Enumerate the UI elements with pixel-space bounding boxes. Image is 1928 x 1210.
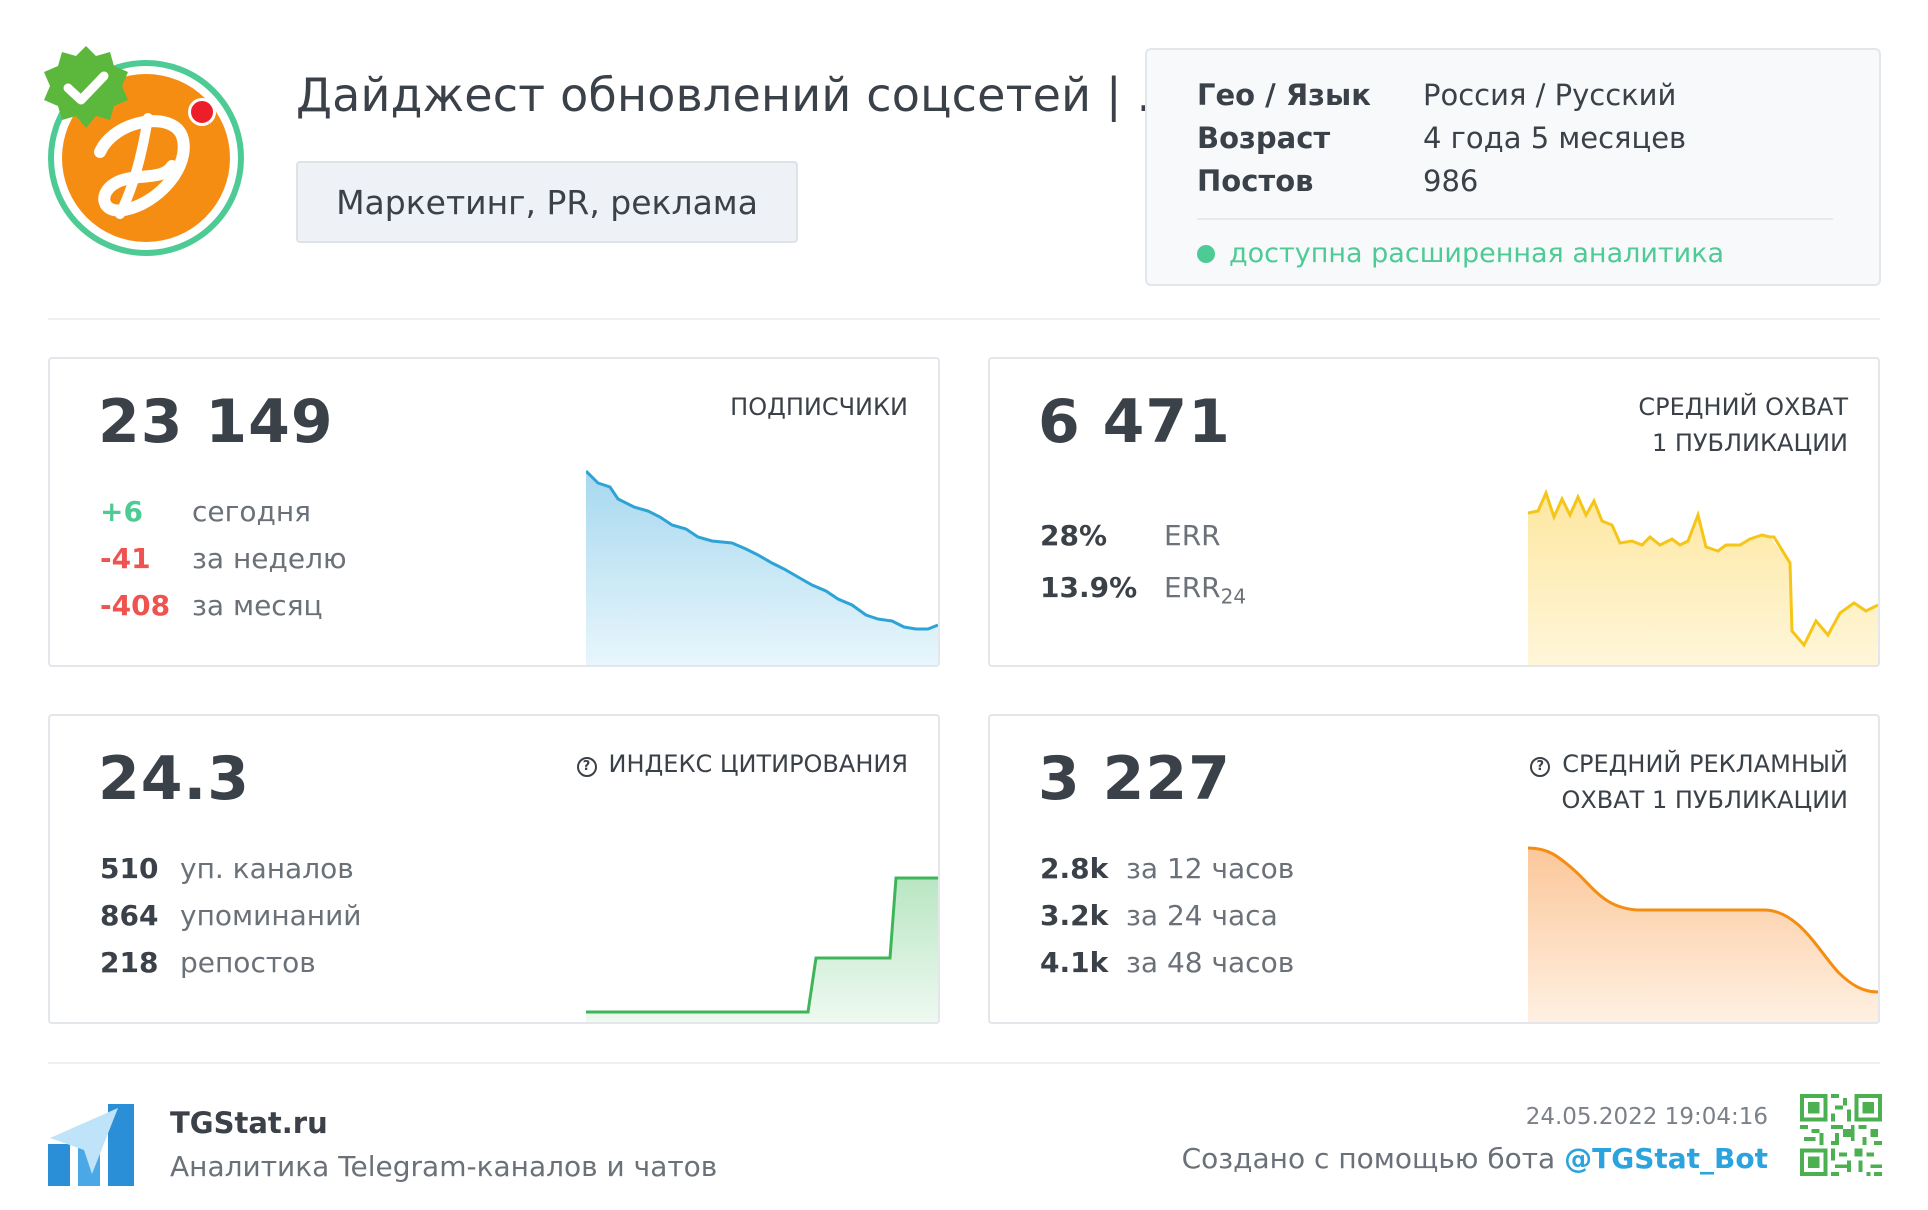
card-label-line: ? СРЕДНИЙ РЕКЛАМНЫЙ xyxy=(1530,746,1848,782)
card-label-text: ИНДЕКС ЦИТИРОВАНИЯ xyxy=(608,750,908,778)
card-label-line: 1 ПУБЛИКАЦИИ xyxy=(1651,429,1848,457)
brand-name[interactable]: TGStat.ru xyxy=(170,1106,328,1140)
live-dot xyxy=(188,98,216,126)
category-button[interactable]: Маркетинг, PR, реклама xyxy=(296,161,798,243)
divider xyxy=(48,318,1880,320)
info-key: Гео / Язык xyxy=(1197,78,1371,112)
err-value: 28% xyxy=(1040,519,1108,552)
stat-text: за 48 часов xyxy=(1126,946,1295,979)
card-label-line: ОХВАТ 1 ПУБЛИКАЦИИ xyxy=(1561,786,1848,814)
avg-reach-sparkline xyxy=(1528,488,1878,665)
stat-text: за месяц xyxy=(192,589,323,622)
err24-value: 13.9% xyxy=(1040,571,1138,604)
card-label: СРЕДНИЙ ОХВАТ 1 ПУБЛИКАЦИИ xyxy=(1638,389,1848,461)
analytics-status-text: доступна расширенная аналитика xyxy=(1229,238,1725,269)
card-label-line: СРЕДНИЙ ОХВАТ xyxy=(1638,393,1848,421)
stat-value: 864 xyxy=(100,899,159,932)
channel-title: Дайджест обновлений соцсетей | ... xyxy=(296,68,1182,122)
tgstat-logo-icon[interactable] xyxy=(48,1104,134,1186)
bot-link[interactable]: @TGStat_Bot xyxy=(1564,1142,1768,1175)
stat-value: -41 xyxy=(100,542,151,575)
channel-avatar xyxy=(44,46,252,264)
status-dot-icon xyxy=(1197,244,1215,263)
card-label: ? СРЕДНИЙ РЕКЛАМНЫЙ ОХВАТ 1 ПУБЛИКАЦИИ xyxy=(1530,746,1848,818)
stat-text: сегодня xyxy=(192,495,311,528)
err24-label-text: ERR xyxy=(1164,571,1221,604)
made-by-text: Создано с помощью бота xyxy=(1181,1142,1565,1175)
citation-index-value: 24.3 xyxy=(98,744,251,814)
brand-subtitle: Аналитика Telegram-каналов и чатов xyxy=(170,1150,718,1183)
info-value: 4 года 5 месяцев xyxy=(1423,121,1687,155)
stat-value: 2.8k xyxy=(1040,852,1109,885)
stat-text: за 24 часа xyxy=(1126,899,1278,932)
divider xyxy=(48,1062,1880,1064)
info-key: Постов xyxy=(1197,164,1314,198)
stat-text: уп. каналов xyxy=(180,852,354,885)
citation-sparkline xyxy=(586,876,938,1022)
ad-reach-sparkline xyxy=(1528,846,1878,1022)
generated-date: 24.05.2022 19:04:16 xyxy=(1525,1104,1768,1130)
stat-text: за 12 часов xyxy=(1126,852,1295,885)
err-label: ERR xyxy=(1164,519,1221,552)
avg-reach-card[interactable]: 6 471 СРЕДНИЙ ОХВАТ 1 ПУБЛИКАЦИИ 28% ERR… xyxy=(988,357,1880,667)
stat-value: +6 xyxy=(100,495,143,528)
subscribers-count: 23 149 xyxy=(98,387,334,457)
subscribers-sparkline xyxy=(586,469,938,665)
stat-value: -408 xyxy=(100,589,171,622)
card-label-text: СРЕДНИЙ РЕКЛАМНЫЙ xyxy=(1562,750,1848,778)
info-key: Возраст xyxy=(1197,121,1331,155)
made-by: Создано с помощью бота @TGStat_Bot xyxy=(1182,1142,1768,1175)
stat-value: 4.1k xyxy=(1040,946,1109,979)
ad-reach-card[interactable]: 3 227 ? СРЕДНИЙ РЕКЛАМНЫЙ ОХВАТ 1 ПУБЛИКА… xyxy=(988,714,1880,1024)
verified-badge-icon xyxy=(44,46,128,128)
stat-text: за неделю xyxy=(192,542,347,575)
citation-index-card[interactable]: 24.3 ? ИНДЕКС ЦИТИРОВАНИЯ 510 уп. каналов… xyxy=(48,714,940,1024)
stat-value: 3.2k xyxy=(1040,899,1109,932)
help-circle-icon[interactable]: ? xyxy=(1530,757,1551,777)
qr-code-icon[interactable] xyxy=(1800,1094,1882,1176)
err24-label-sub: 24 xyxy=(1220,584,1247,609)
card-label: ПОДПИСЧИКИ xyxy=(730,393,908,421)
subscribers-card[interactable]: 23 149 ПОДПИСЧИКИ +6 сегодня -41 за неде… xyxy=(48,357,940,667)
stat-value: 510 xyxy=(100,852,159,885)
ad-reach-count: 3 227 xyxy=(1038,744,1231,814)
stat-value: 218 xyxy=(100,946,159,979)
channel-info-card: Гео / Язык Россия / Русский Возраст 4 го… xyxy=(1145,48,1881,286)
divider xyxy=(1197,218,1833,220)
stat-text: упоминаний xyxy=(180,899,362,932)
err24-label: ERR24 xyxy=(1164,571,1246,609)
avg-reach-count: 6 471 xyxy=(1038,387,1231,457)
help-circle-icon[interactable]: ? xyxy=(576,757,597,777)
analytics-status[interactable]: доступна расширенная аналитика xyxy=(1197,238,1724,269)
card-label: ? ИНДЕКС ЦИТИРОВАНИЯ xyxy=(576,746,908,782)
stat-text: репостов xyxy=(180,946,316,979)
info-value: Россия / Русский xyxy=(1423,78,1677,112)
info-value: 986 xyxy=(1423,164,1479,198)
